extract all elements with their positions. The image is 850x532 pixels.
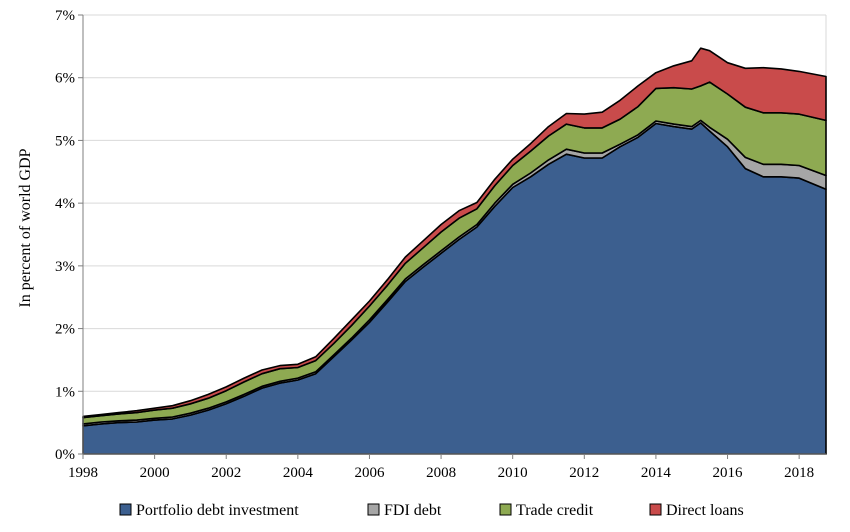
y-tick-label: 2% <box>55 322 75 338</box>
x-tick-label: 2000 <box>140 465 170 481</box>
x-tick-label: 2002 <box>211 465 241 481</box>
x-tick-label: 2018 <box>784 465 814 481</box>
x-tick-label: 2014 <box>641 465 672 481</box>
legend-swatch <box>367 503 380 516</box>
x-tick-label: 2006 <box>354 465 385 481</box>
legend-swatch <box>649 503 662 516</box>
x-tick-label: 2008 <box>426 465 456 481</box>
y-axis-title: In percent of world GDP <box>17 148 34 307</box>
x-tick-label: 2012 <box>569 465 599 481</box>
y-tick-label: 0% <box>55 447 75 463</box>
legend-label: Portfolio debt investment <box>136 502 299 519</box>
x-tick-label: 2004 <box>283 465 314 481</box>
legend-swatch <box>119 503 132 516</box>
x-tick-label: 2016 <box>713 465 744 481</box>
y-tick-label: 6% <box>55 71 75 87</box>
legend: Portfolio debt investment FDI debt Trade c… <box>119 502 744 519</box>
y-tick-label: 4% <box>55 196 75 212</box>
legend-item: FDI debt <box>367 502 442 519</box>
y-tick-label: 1% <box>55 384 75 400</box>
y-tick-label: 3% <box>55 259 75 275</box>
legend-label: FDI debt <box>384 502 442 519</box>
x-tick-label: 2010 <box>498 465 528 481</box>
legend-item: Trade credit <box>499 502 594 519</box>
area-series <box>82 47 827 455</box>
x-tick-label: 1998 <box>68 465 98 481</box>
area-direct-loans <box>82 47 827 419</box>
legend-label: Direct loans <box>666 502 744 519</box>
legend-swatch <box>499 503 512 516</box>
y-tick-label: 7% <box>55 8 75 24</box>
legend-item: Direct loans <box>649 502 744 519</box>
y-tick-label: 5% <box>55 133 75 149</box>
legend-label: Trade credit <box>516 502 594 519</box>
legend-item: Portfolio debt investment <box>119 502 299 519</box>
axes: 0% 1% 2% 3% 4% 5% 6% 7% 1998 2000 2002 2004 2006 2008… <box>55 8 826 481</box>
